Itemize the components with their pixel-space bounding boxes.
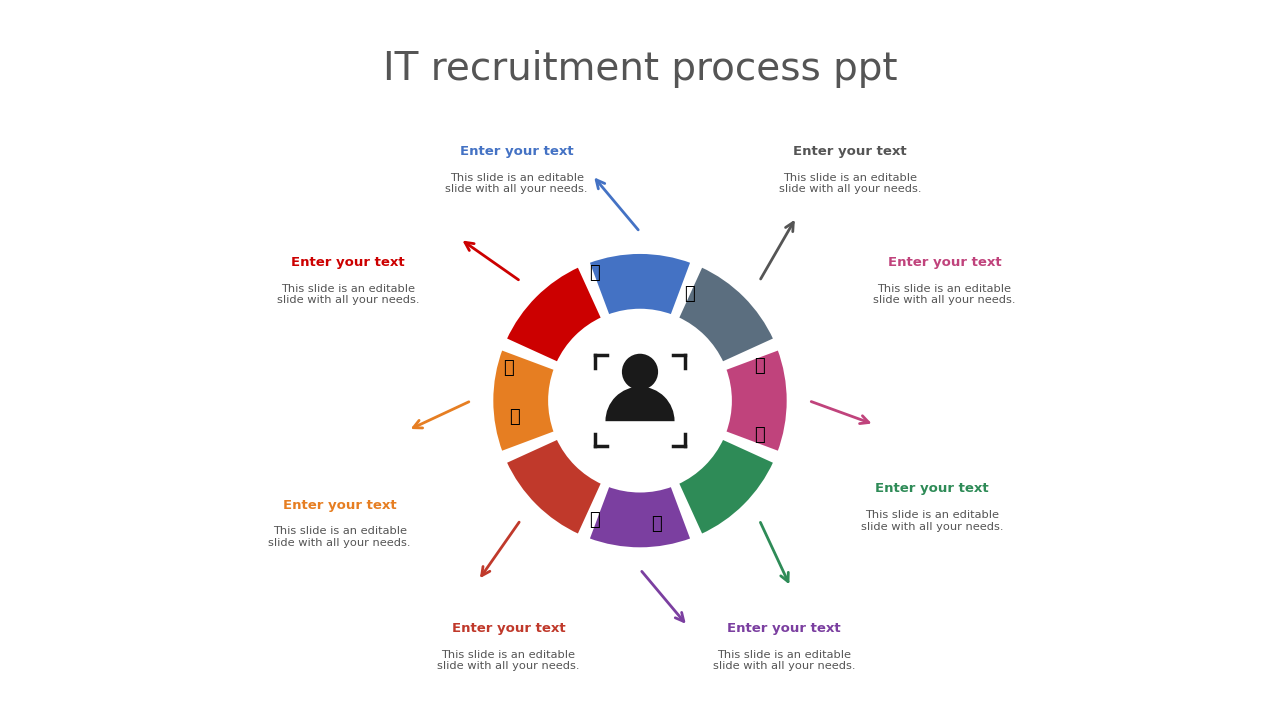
Text: Enter your text: Enter your text: [460, 145, 573, 158]
Text: This slide is an editable
slide with all your needs.: This slide is an editable slide with all…: [778, 173, 922, 194]
Wedge shape: [588, 253, 692, 316]
Text: 📋: 📋: [754, 426, 764, 444]
Wedge shape: [605, 387, 675, 421]
Wedge shape: [506, 438, 603, 536]
Text: Enter your text: Enter your text: [792, 145, 906, 158]
Circle shape: [622, 354, 658, 390]
Text: Enter your text: Enter your text: [887, 256, 1001, 269]
Text: This slide is an editable
slide with all your needs.: This slide is an editable slide with all…: [276, 284, 420, 305]
Text: 🖥: 🖥: [589, 511, 600, 529]
Circle shape: [554, 314, 726, 487]
Text: This slide is an editable
slide with all your needs.: This slide is an editable slide with all…: [713, 650, 855, 672]
Text: 👤: 👤: [652, 515, 662, 533]
Text: This slide is an editable
slide with all your needs.: This slide is an editable slide with all…: [438, 650, 580, 672]
Text: Enter your text: Enter your text: [291, 256, 404, 269]
Text: This slide is an editable
slide with all your needs.: This slide is an editable slide with all…: [873, 284, 1015, 305]
Text: 📝: 📝: [754, 357, 764, 375]
Text: Enter your text: Enter your text: [283, 499, 397, 512]
Wedge shape: [724, 348, 788, 452]
Text: This slide is an editable
slide with all your needs.: This slide is an editable slide with all…: [860, 510, 1004, 531]
Wedge shape: [677, 266, 774, 363]
Text: This slide is an editable
slide with all your needs.: This slide is an editable slide with all…: [445, 173, 588, 194]
Text: 💸: 💸: [684, 284, 695, 302]
Wedge shape: [677, 438, 774, 536]
Text: IT recruitment process ppt: IT recruitment process ppt: [383, 50, 897, 89]
Wedge shape: [492, 348, 556, 452]
Text: 🏢: 🏢: [589, 264, 600, 282]
Wedge shape: [506, 266, 603, 363]
Text: 💼: 💼: [503, 359, 513, 377]
Text: Enter your text: Enter your text: [727, 622, 841, 635]
Wedge shape: [588, 485, 692, 549]
Text: 🗃: 🗃: [509, 408, 521, 426]
Text: This slide is an editable
slide with all your needs.: This slide is an editable slide with all…: [269, 526, 411, 548]
Text: Enter your text: Enter your text: [876, 482, 989, 495]
Text: Enter your text: Enter your text: [452, 622, 566, 635]
